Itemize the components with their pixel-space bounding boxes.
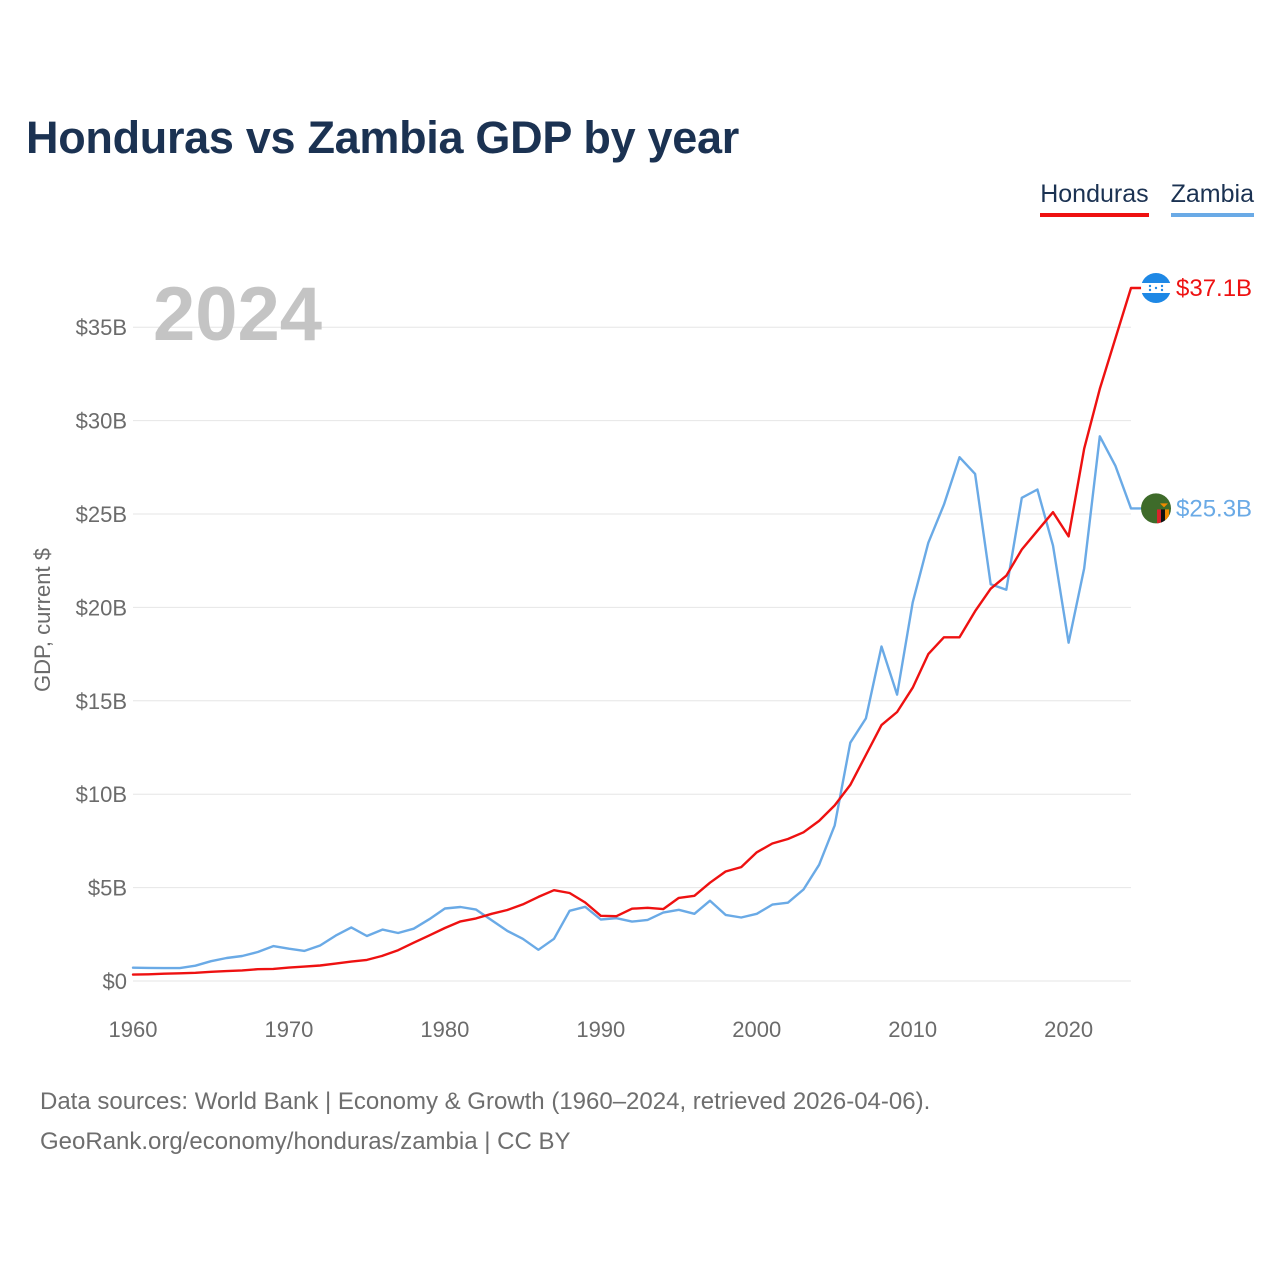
y-tick-label: $0 bbox=[103, 969, 127, 994]
y-tick-label: $5B bbox=[88, 876, 127, 901]
zambia-end-label: $25.3B bbox=[1176, 495, 1252, 522]
series-line-honduras bbox=[131, 286, 1143, 976]
y-tick-label: $35B bbox=[76, 315, 127, 340]
x-axis-ticks: 1960 1970 1980 1990 2000 2010 2020 bbox=[109, 1017, 1094, 1042]
y-tick-label: $10B bbox=[76, 782, 127, 807]
zambia-flag-icon bbox=[1141, 493, 1171, 524]
year-display: 2024 bbox=[153, 272, 322, 357]
legend: Honduras Zambia bbox=[1040, 180, 1254, 217]
y-tick-label: $30B bbox=[76, 409, 127, 434]
x-tick-label: 1960 bbox=[109, 1017, 158, 1042]
x-tick-label: 1970 bbox=[264, 1017, 313, 1042]
y-axis-label: GDP, current $ bbox=[30, 548, 55, 692]
y-tick-label: $20B bbox=[76, 595, 127, 620]
x-tick-label: 2010 bbox=[888, 1017, 937, 1042]
footer-attribution[interactable]: GeoRank.org/economy/honduras/zambia | CC… bbox=[40, 1128, 571, 1155]
series-lines bbox=[131, 286, 1143, 976]
honduras-end-label: $37.1B bbox=[1176, 275, 1252, 302]
y-axis-ticks: $0 $5B $10B $15B $20B $25B $30B $35B bbox=[76, 315, 127, 994]
y-tick-label: $25B bbox=[76, 502, 127, 527]
x-tick-label: 2020 bbox=[1044, 1017, 1093, 1042]
page-title: Honduras vs Zambia GDP by year bbox=[26, 112, 739, 163]
legend-item-honduras[interactable]: Honduras bbox=[1040, 180, 1149, 217]
x-tick-label: 1980 bbox=[420, 1017, 469, 1042]
footer-sources: Data sources: World Bank | Economy & Gro… bbox=[40, 1088, 931, 1115]
footer: Data sources: World Bank | Economy & Gro… bbox=[40, 1082, 930, 1162]
x-tick-label: 2000 bbox=[732, 1017, 781, 1042]
x-tick-label: 1990 bbox=[576, 1017, 625, 1042]
gridlines bbox=[133, 326, 1131, 982]
series-line-zambia bbox=[131, 435, 1143, 970]
y-tick-label: $15B bbox=[76, 689, 127, 714]
honduras-flag-icon bbox=[1141, 273, 1171, 303]
legend-item-zambia[interactable]: Zambia bbox=[1170, 180, 1254, 217]
